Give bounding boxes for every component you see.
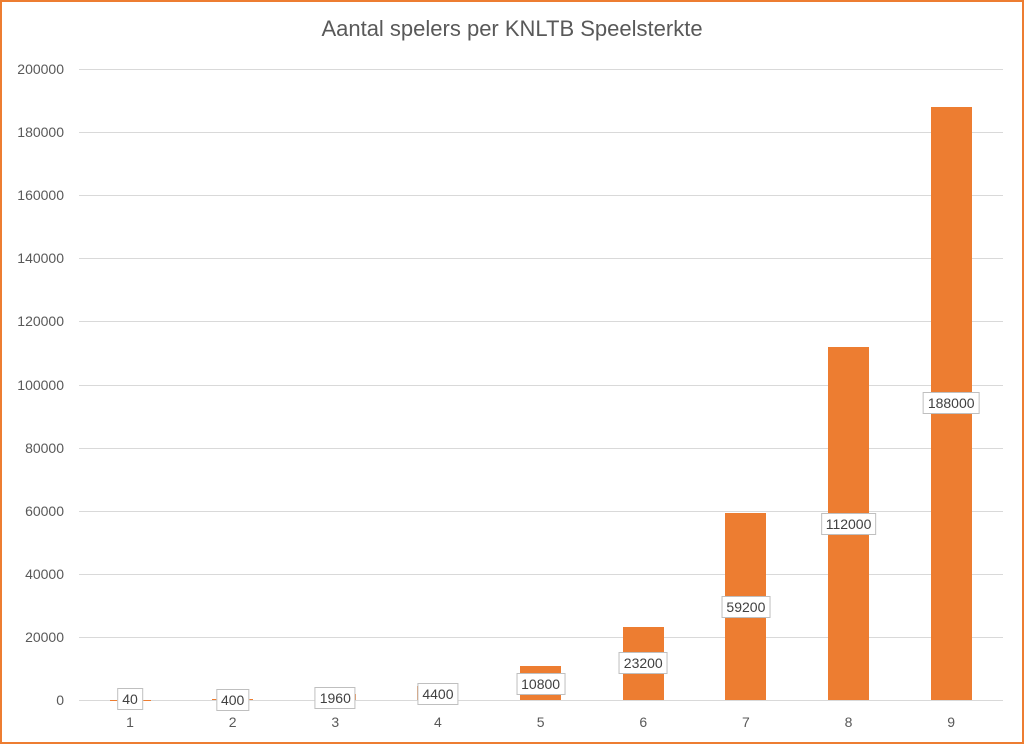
x-tick-label: 1 bbox=[126, 714, 134, 730]
x-tick-label: 4 bbox=[434, 714, 442, 730]
data-label: 400 bbox=[215, 689, 250, 711]
chart-title: Aantal spelers per KNLTB Speelsterkte bbox=[321, 16, 703, 41]
y-tick-label: 0 bbox=[56, 692, 64, 708]
y-tick-label: 80000 bbox=[25, 439, 64, 456]
data-label: 40 bbox=[117, 688, 143, 710]
gridline bbox=[79, 573, 1003, 575]
y-tick-label: 180000 bbox=[17, 124, 64, 141]
y-tick-label: 120000 bbox=[17, 313, 64, 330]
y-tick-label: 60000 bbox=[25, 502, 64, 519]
data-label: 4400 bbox=[417, 683, 459, 705]
x-tick-label: 9 bbox=[947, 714, 956, 730]
data-label: 112000 bbox=[820, 513, 877, 535]
data-label: 10800 bbox=[516, 673, 566, 695]
y-tick-label: 200000 bbox=[17, 61, 64, 77]
gridline bbox=[79, 700, 1003, 701]
x-tick-label: 5 bbox=[536, 714, 545, 730]
data-label: 59200 bbox=[721, 596, 771, 618]
x-tick-label: 6 bbox=[639, 714, 648, 730]
y-tick-label: 140000 bbox=[17, 250, 64, 267]
gridline bbox=[79, 258, 1003, 260]
data-label: 188000 bbox=[922, 392, 980, 414]
y-tick-label: 160000 bbox=[17, 187, 64, 204]
gridline bbox=[79, 447, 1003, 449]
gridline bbox=[79, 510, 1003, 512]
data-label: 23200 bbox=[618, 652, 668, 674]
gridline bbox=[79, 195, 1003, 197]
x-tick-label: 7 bbox=[741, 714, 750, 730]
gridline bbox=[79, 69, 1003, 70]
x-tick-label: 8 bbox=[844, 714, 853, 730]
gridline bbox=[79, 132, 1003, 134]
gridline bbox=[79, 321, 1003, 323]
y-tick-label: 40000 bbox=[25, 565, 64, 582]
gridline bbox=[79, 384, 1003, 386]
gridline bbox=[79, 636, 1003, 638]
y-tick-label: 100000 bbox=[17, 376, 64, 393]
x-tick-label: 2 bbox=[228, 714, 237, 730]
x-tick-label: 3 bbox=[331, 714, 340, 730]
y-tick-label: 20000 bbox=[25, 628, 64, 645]
data-label: 1960 bbox=[314, 687, 356, 709]
